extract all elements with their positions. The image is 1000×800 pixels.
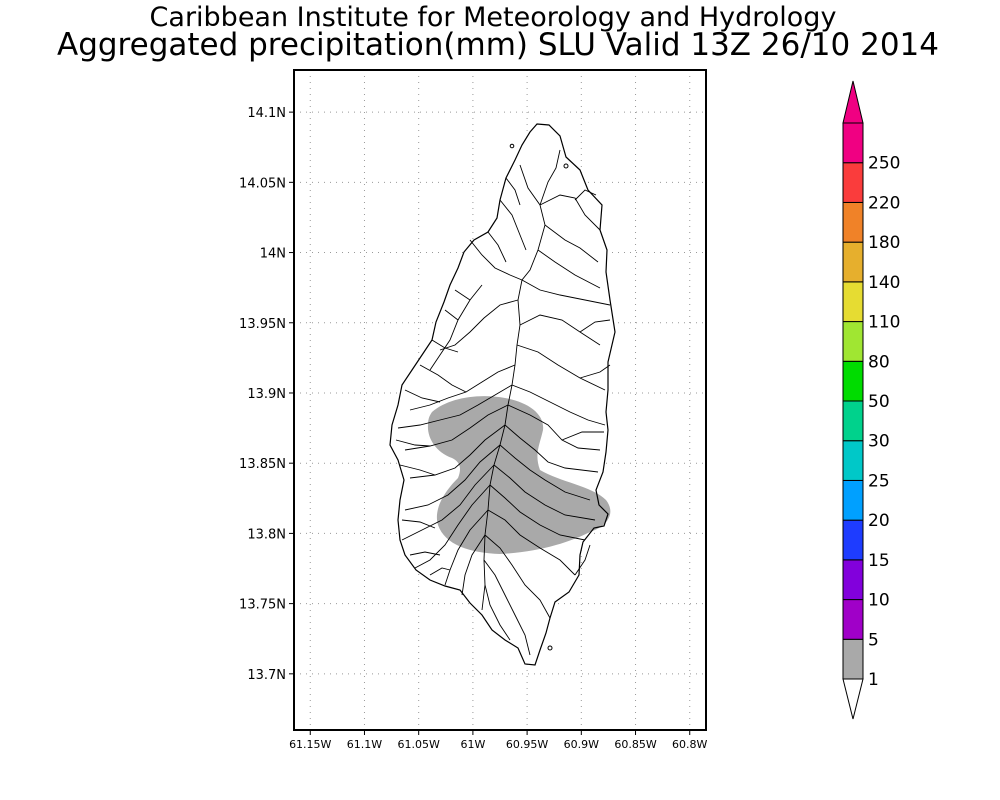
colorbar-segment: [842, 122, 864, 164]
colorbar-under-triangle: [842, 678, 864, 720]
islet: [563, 163, 569, 169]
lat-tick-label: 13.9N: [247, 387, 286, 402]
colorbar-segment: [842, 519, 864, 561]
colorbar-segment: [842, 241, 864, 283]
lon-tick-label: 61.05W: [397, 738, 439, 751]
lat-tick-label: 13.8N: [247, 527, 286, 542]
colorbar-label: 180: [868, 233, 900, 253]
lon-tick-label: 61W: [460, 738, 485, 751]
colorbar-label: 140: [868, 273, 900, 293]
lat-tick-label: 14.1N: [247, 106, 286, 121]
lon-tick-label: 61.1W: [347, 738, 382, 751]
lon-tick-label: 60.9W: [564, 738, 599, 751]
lat-tick-label: 14N: [260, 247, 286, 262]
colorbar-label: 80: [868, 352, 890, 372]
colorbar-label: 250: [868, 154, 900, 174]
lat-tick-label: 13.75N: [239, 598, 286, 613]
islet: [509, 143, 515, 149]
colorbar-label: 1: [868, 670, 879, 690]
lat-tick-label: 13.95N: [239, 317, 286, 332]
product-title: Aggregated precipitation(mm) SLU Valid 1…: [57, 27, 939, 63]
colorbar-label: 110: [868, 313, 900, 333]
colorbar-segment: [842, 479, 864, 521]
map-content: [389, 123, 616, 666]
lat-tick-label: 13.7N: [247, 668, 286, 683]
lon-tick-label: 61.15W: [289, 738, 331, 751]
coastline: [389, 123, 616, 666]
institution-title: Caribbean Institute for Meteorology and …: [149, 2, 837, 33]
lat-tick-label: 13.85N: [239, 457, 286, 472]
colorbar-segment: [842, 360, 864, 402]
colorbar-label: 20: [868, 511, 890, 531]
colorbar-label: 50: [868, 392, 890, 412]
colorbar-label: 5: [868, 630, 879, 650]
lon-tick-label: 60.95W: [506, 738, 548, 751]
colorbar-segment: [842, 400, 864, 442]
colorbar-label: 25: [868, 471, 890, 491]
island-landmass: [390, 124, 615, 665]
colorbar-segment: [842, 321, 864, 362]
lat-tick-label: 14.05N: [239, 176, 286, 191]
islet: [547, 645, 553, 651]
colorbar-segment: [842, 559, 864, 601]
colorbar-segment: [842, 440, 864, 481]
lon-tick-label: 60.8W: [672, 738, 707, 751]
colorbar-segment: [842, 599, 864, 640]
colorbar-label: 220: [868, 193, 900, 213]
colorbar-segment: [842, 162, 864, 203]
colorbar-label: 10: [868, 591, 890, 611]
colorbar-label: 30: [868, 432, 890, 452]
colorbar-segment: [842, 638, 864, 680]
colorbar-label: 15: [868, 551, 890, 571]
lon-tick-label: 60.85W: [614, 738, 656, 751]
colorbar-over-triangle: [842, 80, 864, 124]
axis-ticks: 14.1N 14.05N 14N 13.95N 13.9N 13.85N 13.8N 13.7…: [239, 106, 707, 751]
watershed-boundaries: [395, 149, 611, 656]
map-frame: [293, 69, 707, 731]
colorbar-segment: [842, 281, 864, 323]
colorbar-segment: [842, 201, 864, 243]
